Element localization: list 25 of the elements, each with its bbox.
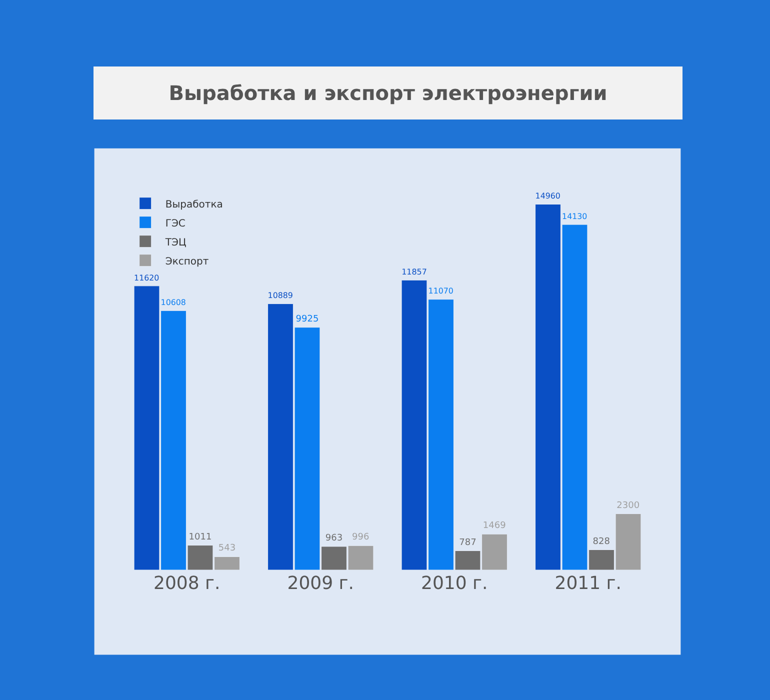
chart-title: Выработка и экспорт электроэнергии xyxy=(168,81,608,105)
data-label: 14960 xyxy=(535,192,560,201)
data-label: 963 xyxy=(325,533,343,544)
data-label: 9925 xyxy=(296,314,319,324)
data-label: 11620 xyxy=(134,273,160,282)
x-tick-label: 2011 г. xyxy=(554,573,622,594)
data-label: 11857 xyxy=(402,267,427,276)
data-label: 14130 xyxy=(562,212,588,221)
legend-label: Выработка xyxy=(165,199,223,210)
data-label: 10608 xyxy=(160,298,186,308)
data-label: 11070 xyxy=(428,286,454,296)
data-label: 1011 xyxy=(188,532,212,542)
data-label: 1469 xyxy=(482,521,506,532)
data-label: 10889 xyxy=(268,291,293,300)
legend-label: ГЭС xyxy=(165,218,186,230)
legend-label: ТЭЦ xyxy=(164,237,186,248)
data-label: 787 xyxy=(459,538,476,548)
legend-label: Экспорт xyxy=(165,256,209,268)
x-tick-label: 2009 г. xyxy=(287,573,354,594)
data-label: 543 xyxy=(218,544,236,554)
x-tick-label: 2008 г. xyxy=(154,573,220,594)
data-label: 996 xyxy=(352,532,370,543)
data-label: 2300 xyxy=(616,500,640,511)
data-label: 828 xyxy=(592,536,610,547)
x-tick-label: 2010 г. xyxy=(421,573,488,594)
